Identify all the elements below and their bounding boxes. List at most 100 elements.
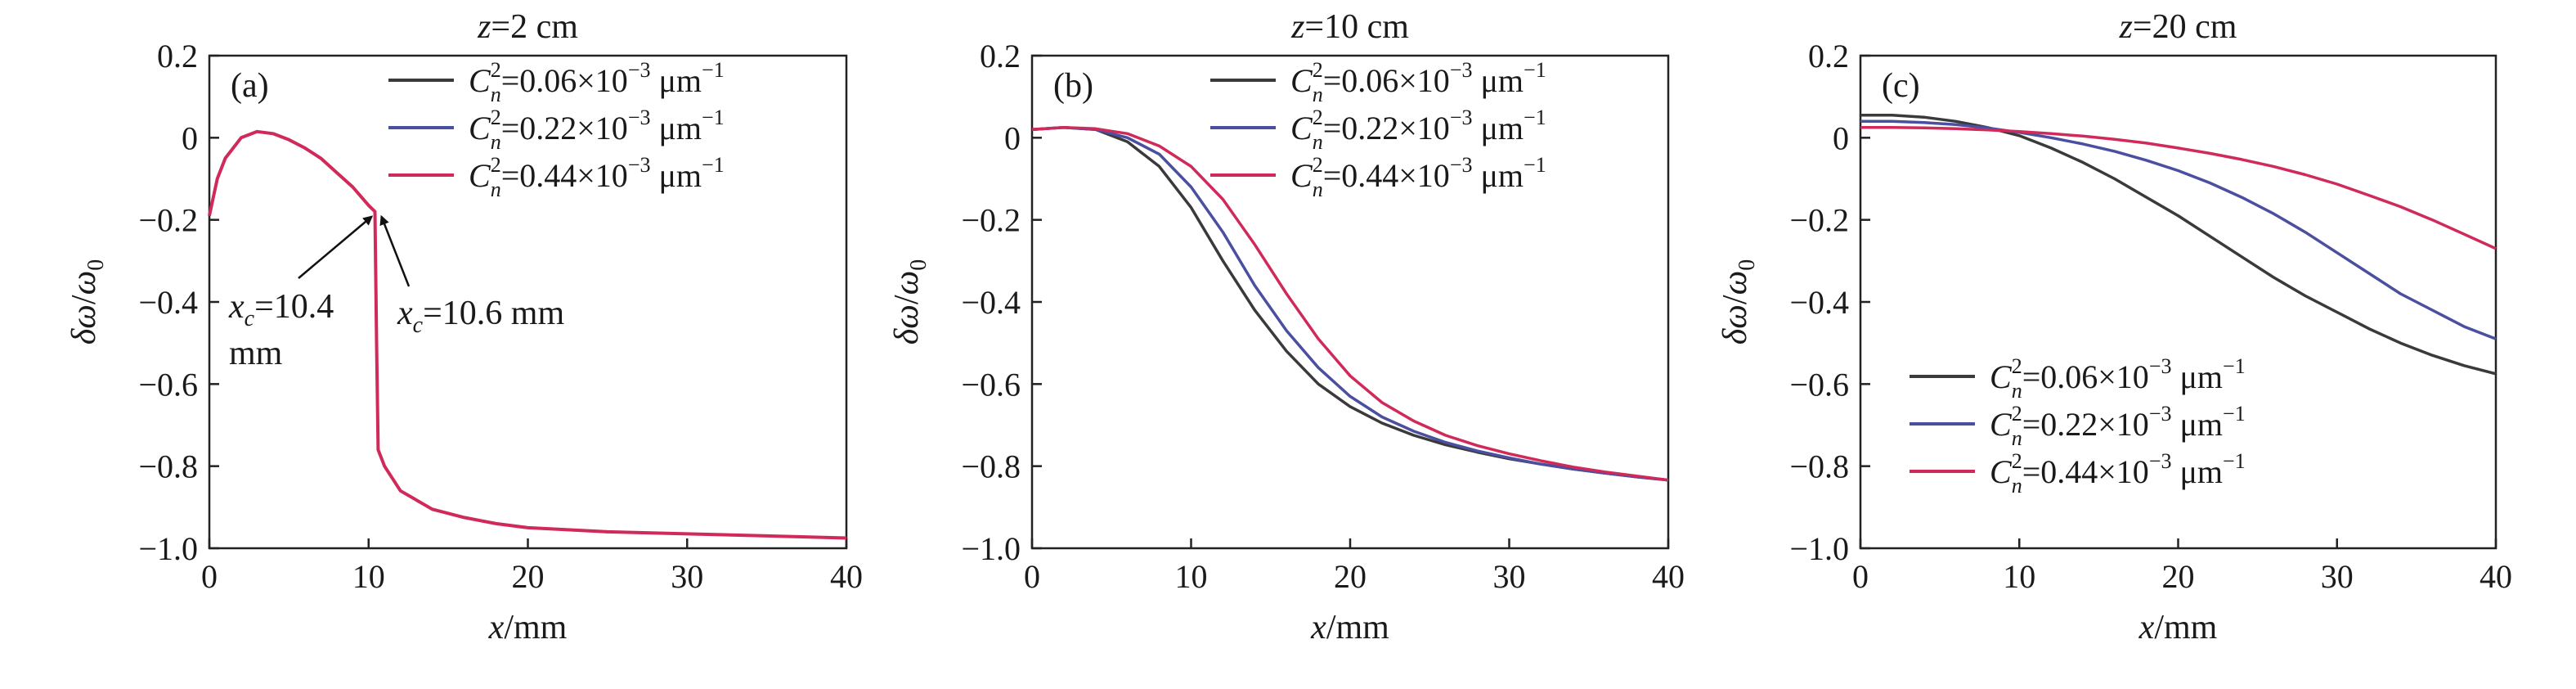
title-var: z (477, 8, 491, 46)
x-tick-label: 30 (671, 558, 703, 595)
legend-var: C (469, 110, 491, 146)
y-axis-denominator: ω (1717, 271, 1754, 295)
series-line-2 (1031, 126, 1669, 482)
y-tick-label: −0.8 (1789, 448, 1849, 485)
legend-sub: n (2012, 426, 2022, 450)
legend-sup: 2 (491, 106, 501, 129)
y-tick-label: −0.4 (961, 284, 1021, 321)
title-var: z (1290, 8, 1304, 46)
y-tick-label: 0 (182, 119, 198, 156)
y-axis-denominator: ω (888, 271, 926, 295)
annotation-var: x (397, 295, 413, 332)
legend-exp: −3 (1450, 153, 1473, 177)
legend-exp: −3 (628, 106, 651, 129)
legend-unit-exp: −1 (2223, 402, 2246, 426)
legend-sub: n (1313, 178, 1323, 201)
x-axis-label: x/mm (2138, 609, 2218, 646)
annotation-sub: c (413, 313, 424, 338)
x-tick-label: 30 (2321, 558, 2354, 595)
legend-sup: 2 (2012, 354, 2022, 378)
legend-value: =0.06×10 (501, 62, 628, 99)
y-tick-label: −1.0 (1789, 530, 1849, 567)
annotation-arrow-2 (379, 214, 411, 287)
x-tick-label: 10 (352, 558, 385, 595)
legend: C2 n=0.06×10−3 μm−1C2 n=0.22×10−3 μm−1C2 n=… (1210, 58, 1546, 201)
x-axis-label: x/mm (488, 609, 568, 646)
x-tick-label: 20 (1334, 558, 1367, 595)
x-tick-label: 40 (830, 558, 863, 595)
y-tick-label: −0.8 (961, 448, 1021, 485)
y-tick-label: −0.4 (1789, 284, 1849, 321)
legend-sub: n (491, 130, 501, 154)
series-line-3 (1860, 126, 2497, 250)
legend-entry-1: C2 n=0.06×10−3 μm−1 (469, 58, 725, 106)
y-axis-separator: / (888, 295, 926, 304)
legend-value: =0.44×10 (501, 157, 628, 194)
legend-unit-exp: −1 (702, 106, 725, 129)
y-tick-label: 0 (1004, 119, 1021, 156)
y-axis-separator: / (65, 295, 103, 304)
legend-exp: −3 (2149, 354, 2172, 378)
y-axis-subscript: 0 (906, 259, 931, 271)
y-axis-numerator: δω (65, 304, 103, 344)
legend-unit-exp: −1 (702, 153, 725, 177)
y-tick-label: −0.6 (961, 366, 1021, 403)
legend-entry-3: C2 n=0.44×10−3 μm−1 (1990, 449, 2246, 498)
y-tick-label: −0.6 (1789, 366, 1849, 403)
legend-unit-exp: −1 (1524, 106, 1546, 129)
legend-sup: 2 (1313, 106, 1323, 129)
y-axis-label: δω/ω0 (65, 259, 109, 345)
chart-panel-1: 0 10 20 30 400.20−0.2−0.4−0.6−0.8−1.0z=2 cmx… (65, 8, 863, 646)
legend-var: C (1990, 358, 2013, 395)
legend-unit: μm (650, 110, 702, 146)
legend-sub: n (2012, 474, 2022, 498)
panel-title: z=2 cm (477, 8, 578, 46)
y-tick-label: −1.0 (961, 530, 1021, 567)
legend-var: C (469, 62, 491, 99)
annotation-1-line2: mm (229, 335, 283, 372)
legend-var: C (1290, 157, 1313, 194)
y-tick-label: 0.2 (980, 38, 1021, 74)
legend-sub: n (491, 83, 501, 106)
y-axis-label: δω/ω0 (888, 259, 931, 345)
x-tick-label: 40 (1652, 558, 1685, 595)
annotation-sub: c (245, 306, 255, 331)
legend-entry-2: C2 n=0.22×10−3 μm−1 (1990, 402, 2246, 450)
legend-sub: n (1313, 83, 1323, 106)
y-axis-subscript: 0 (1735, 259, 1760, 271)
legend-exp: −3 (2149, 402, 2172, 426)
panel-title: z=10 cm (1290, 8, 1409, 46)
y-tick-label: −0.2 (1789, 202, 1849, 239)
y-axis-subscript: 0 (83, 259, 109, 271)
y-tick-label: −1.0 (138, 530, 198, 567)
legend-exp: −3 (1450, 106, 1473, 129)
series-line-1 (1860, 113, 2497, 376)
legend-unit: μm (1472, 62, 1524, 99)
y-tick-label: −0.6 (138, 366, 198, 403)
legend-unit: μm (650, 62, 702, 99)
panel-label: (c) (1882, 67, 1920, 105)
y-tick-label: 0.2 (157, 38, 198, 74)
title-value: =2 cm (491, 8, 578, 46)
legend-exp: −3 (1450, 58, 1473, 82)
y-axis-denominator: ω (65, 271, 103, 295)
legend-unit-exp: −1 (1524, 153, 1546, 177)
title-var: z (2119, 8, 2133, 46)
legend-var: C (1990, 453, 2013, 490)
legend-sup: 2 (491, 58, 501, 82)
legend-value: =0.06×10 (2022, 358, 2149, 395)
legend-exp: −3 (628, 153, 651, 177)
legend-unit-exp: −1 (2223, 354, 2246, 378)
x-axis-var: x (2138, 609, 2155, 646)
x-tick-label: 0 (1852, 558, 1869, 595)
x-tick-label: 40 (2480, 558, 2512, 595)
legend-entry-2: C2 n=0.22×10−3 μm−1 (1290, 106, 1546, 154)
legend-unit: μm (2171, 358, 2223, 395)
legend: C2 n=0.06×10−3 μm−1C2 n=0.22×10−3 μm−1C2 n=… (1910, 354, 2246, 498)
x-axis-unit: /mm (2154, 609, 2217, 646)
annotation-var: x (228, 288, 245, 326)
x-axis-unit: /mm (1326, 609, 1389, 646)
legend-entry-2: C2 n=0.22×10−3 μm−1 (469, 106, 725, 154)
series-line-3 (208, 129, 847, 540)
y-axis-numerator: δω (1717, 304, 1754, 344)
